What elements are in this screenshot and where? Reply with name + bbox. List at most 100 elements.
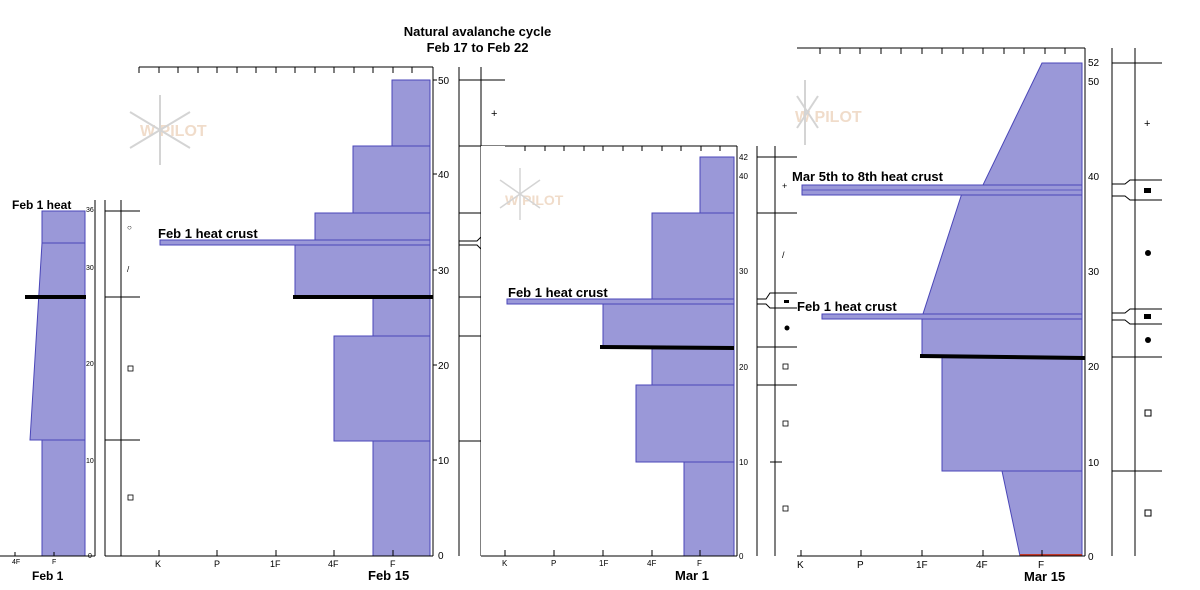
annotation-label: Feb 1 heat crust bbox=[508, 285, 608, 300]
y-tick-label: 52 bbox=[1088, 58, 1100, 69]
date-label: Mar 1 bbox=[675, 568, 709, 583]
x-tick-label: F bbox=[1038, 560, 1044, 571]
grain-symbol bbox=[1144, 409, 1152, 417]
profile-mar-15 bbox=[801, 62, 1086, 557]
x-tick-label: 1F bbox=[916, 560, 928, 571]
x-tick-label: 4F bbox=[647, 559, 656, 568]
annotation-label: Feb 1 heat bbox=[12, 198, 71, 212]
snowflake-icon bbox=[499, 168, 541, 220]
y-tick-label: 30 bbox=[438, 266, 450, 277]
x-tick-label: 4F bbox=[12, 559, 20, 566]
panel-feb-1: 4F F Feb 1 Feb 1 heat 0 10 20 30 36 ○ / bbox=[0, 198, 140, 583]
y-tick-label: 20 bbox=[86, 361, 94, 368]
top-ticks bbox=[138, 67, 413, 73]
heat-crust-layer bbox=[821, 313, 1083, 320]
snowflake-icon bbox=[796, 80, 819, 145]
x-tick-label: 4F bbox=[976, 560, 988, 571]
heat-crust-layer bbox=[159, 239, 431, 246]
annotation-label: Feb 1 heat crust bbox=[158, 226, 258, 241]
annotation-label: Feb 1 heat crust bbox=[797, 299, 897, 314]
annotation-label: Mar 5th to 8th heat crust bbox=[792, 169, 944, 184]
figure-title: Natural avalanche cycle Feb 17 to Feb 22 bbox=[360, 24, 595, 56]
grain-symbol bbox=[782, 420, 789, 427]
y-tick-label: 40 bbox=[438, 170, 450, 181]
x-tick-label: P bbox=[857, 560, 864, 571]
grain-symbol bbox=[782, 363, 789, 370]
y-tick-label: 40 bbox=[739, 172, 748, 181]
watermark-text: W PILOT bbox=[795, 109, 862, 126]
y-tick-label: 36 bbox=[86, 207, 94, 214]
grain-symbol bbox=[1144, 509, 1152, 517]
x-tick-label: 4F bbox=[328, 559, 339, 569]
x-tick-label: K bbox=[797, 560, 804, 571]
y-tick-label: 42 bbox=[739, 153, 748, 162]
grain-symbol bbox=[782, 505, 789, 512]
figure-title-line-2: Feb 17 to Feb 22 bbox=[426, 40, 529, 55]
grain-symbol: + bbox=[782, 181, 787, 191]
grain-symbol bbox=[1144, 314, 1151, 319]
date-label: Mar 15 bbox=[1024, 569, 1065, 584]
x-tick-label: K bbox=[155, 559, 161, 569]
heat-crust-layer bbox=[506, 298, 735, 305]
grain-symbols-mar-1: + / bbox=[782, 181, 790, 512]
y-tick-label: 10 bbox=[86, 458, 94, 465]
date-label: Feb 1 bbox=[32, 569, 64, 583]
grain-symbol bbox=[1144, 188, 1151, 193]
x-tick-label: P bbox=[214, 559, 220, 569]
grain-symbol: / bbox=[782, 250, 785, 260]
y-tick-label: 20 bbox=[1088, 362, 1100, 373]
grain-symbol bbox=[784, 325, 790, 331]
top-ticks bbox=[524, 146, 721, 151]
panel-mar-1: W PILOT Feb 1 heat crust bbox=[481, 145, 797, 583]
watermark: W PILOT bbox=[129, 95, 207, 165]
y-tick-label: 30 bbox=[86, 265, 94, 272]
y-tick-label: 10 bbox=[438, 456, 450, 467]
grain-symbol bbox=[1145, 337, 1151, 343]
profile-feb-1 bbox=[25, 210, 86, 557]
y-tick-label: 20 bbox=[739, 363, 748, 372]
grain-symbol: + bbox=[491, 108, 497, 120]
snowflake-icon bbox=[129, 95, 191, 165]
y-ticks: 0 10 20 30 36 bbox=[86, 207, 94, 560]
x-tick-label: F bbox=[52, 559, 56, 566]
grain-symbols-mar-15: + bbox=[1144, 118, 1152, 517]
y-tick-label: 30 bbox=[1088, 267, 1100, 278]
x-tick-label: 1F bbox=[599, 559, 608, 568]
buried-surface-line bbox=[599, 345, 735, 350]
y-tick-label: 20 bbox=[438, 361, 450, 372]
date-label: Feb 15 bbox=[368, 568, 409, 583]
y-ticks: 0 10 20 30 40 50 bbox=[433, 76, 450, 562]
grain-column-mar-15 bbox=[1111, 48, 1162, 556]
grain-symbol bbox=[784, 300, 789, 303]
grain-symbol bbox=[127, 365, 134, 372]
grain-column-feb-1: ○ / bbox=[104, 200, 140, 557]
y-tick-label: 40 bbox=[1088, 172, 1100, 183]
y-ticks: 0 10 20 30 40 50 52 bbox=[1088, 58, 1100, 563]
hardness-profile-area bbox=[29, 210, 86, 557]
x-tick-label: 1F bbox=[270, 559, 281, 569]
x-tick-label: P bbox=[551, 559, 556, 568]
top-ticks bbox=[819, 48, 1066, 54]
y-tick-label: 0 bbox=[438, 551, 444, 562]
x-tick-label: F bbox=[697, 559, 702, 568]
x-tick-label: F bbox=[390, 559, 396, 569]
y-tick-label: 10 bbox=[1088, 458, 1100, 469]
y-tick-label: 50 bbox=[438, 76, 450, 87]
y-tick-label: 0 bbox=[739, 552, 744, 561]
hardness-profile-area bbox=[294, 79, 431, 557]
y-tick-label: 50 bbox=[1088, 77, 1100, 88]
y-tick-label: 30 bbox=[739, 267, 748, 276]
y-tick-label: 0 bbox=[88, 553, 92, 560]
grain-symbol: + bbox=[1144, 118, 1150, 130]
grain-column-mar-1 bbox=[756, 146, 797, 556]
grain-symbol bbox=[1145, 250, 1151, 256]
x-tick-label: K bbox=[502, 559, 508, 568]
grain-symbol: ○ bbox=[127, 223, 132, 232]
watermark: W PILOT bbox=[795, 80, 862, 145]
panel-mar-15: W PILOT Mar 5th to 8th heat crust Feb 1 … bbox=[792, 47, 1162, 584]
figure-title-line-1: Natural avalanche cycle bbox=[403, 24, 552, 39]
y-ticks: 0 10 20 30 40 42 bbox=[739, 153, 748, 561]
y-tick-label: 10 bbox=[739, 458, 748, 467]
watermark: W PILOT bbox=[499, 168, 564, 220]
